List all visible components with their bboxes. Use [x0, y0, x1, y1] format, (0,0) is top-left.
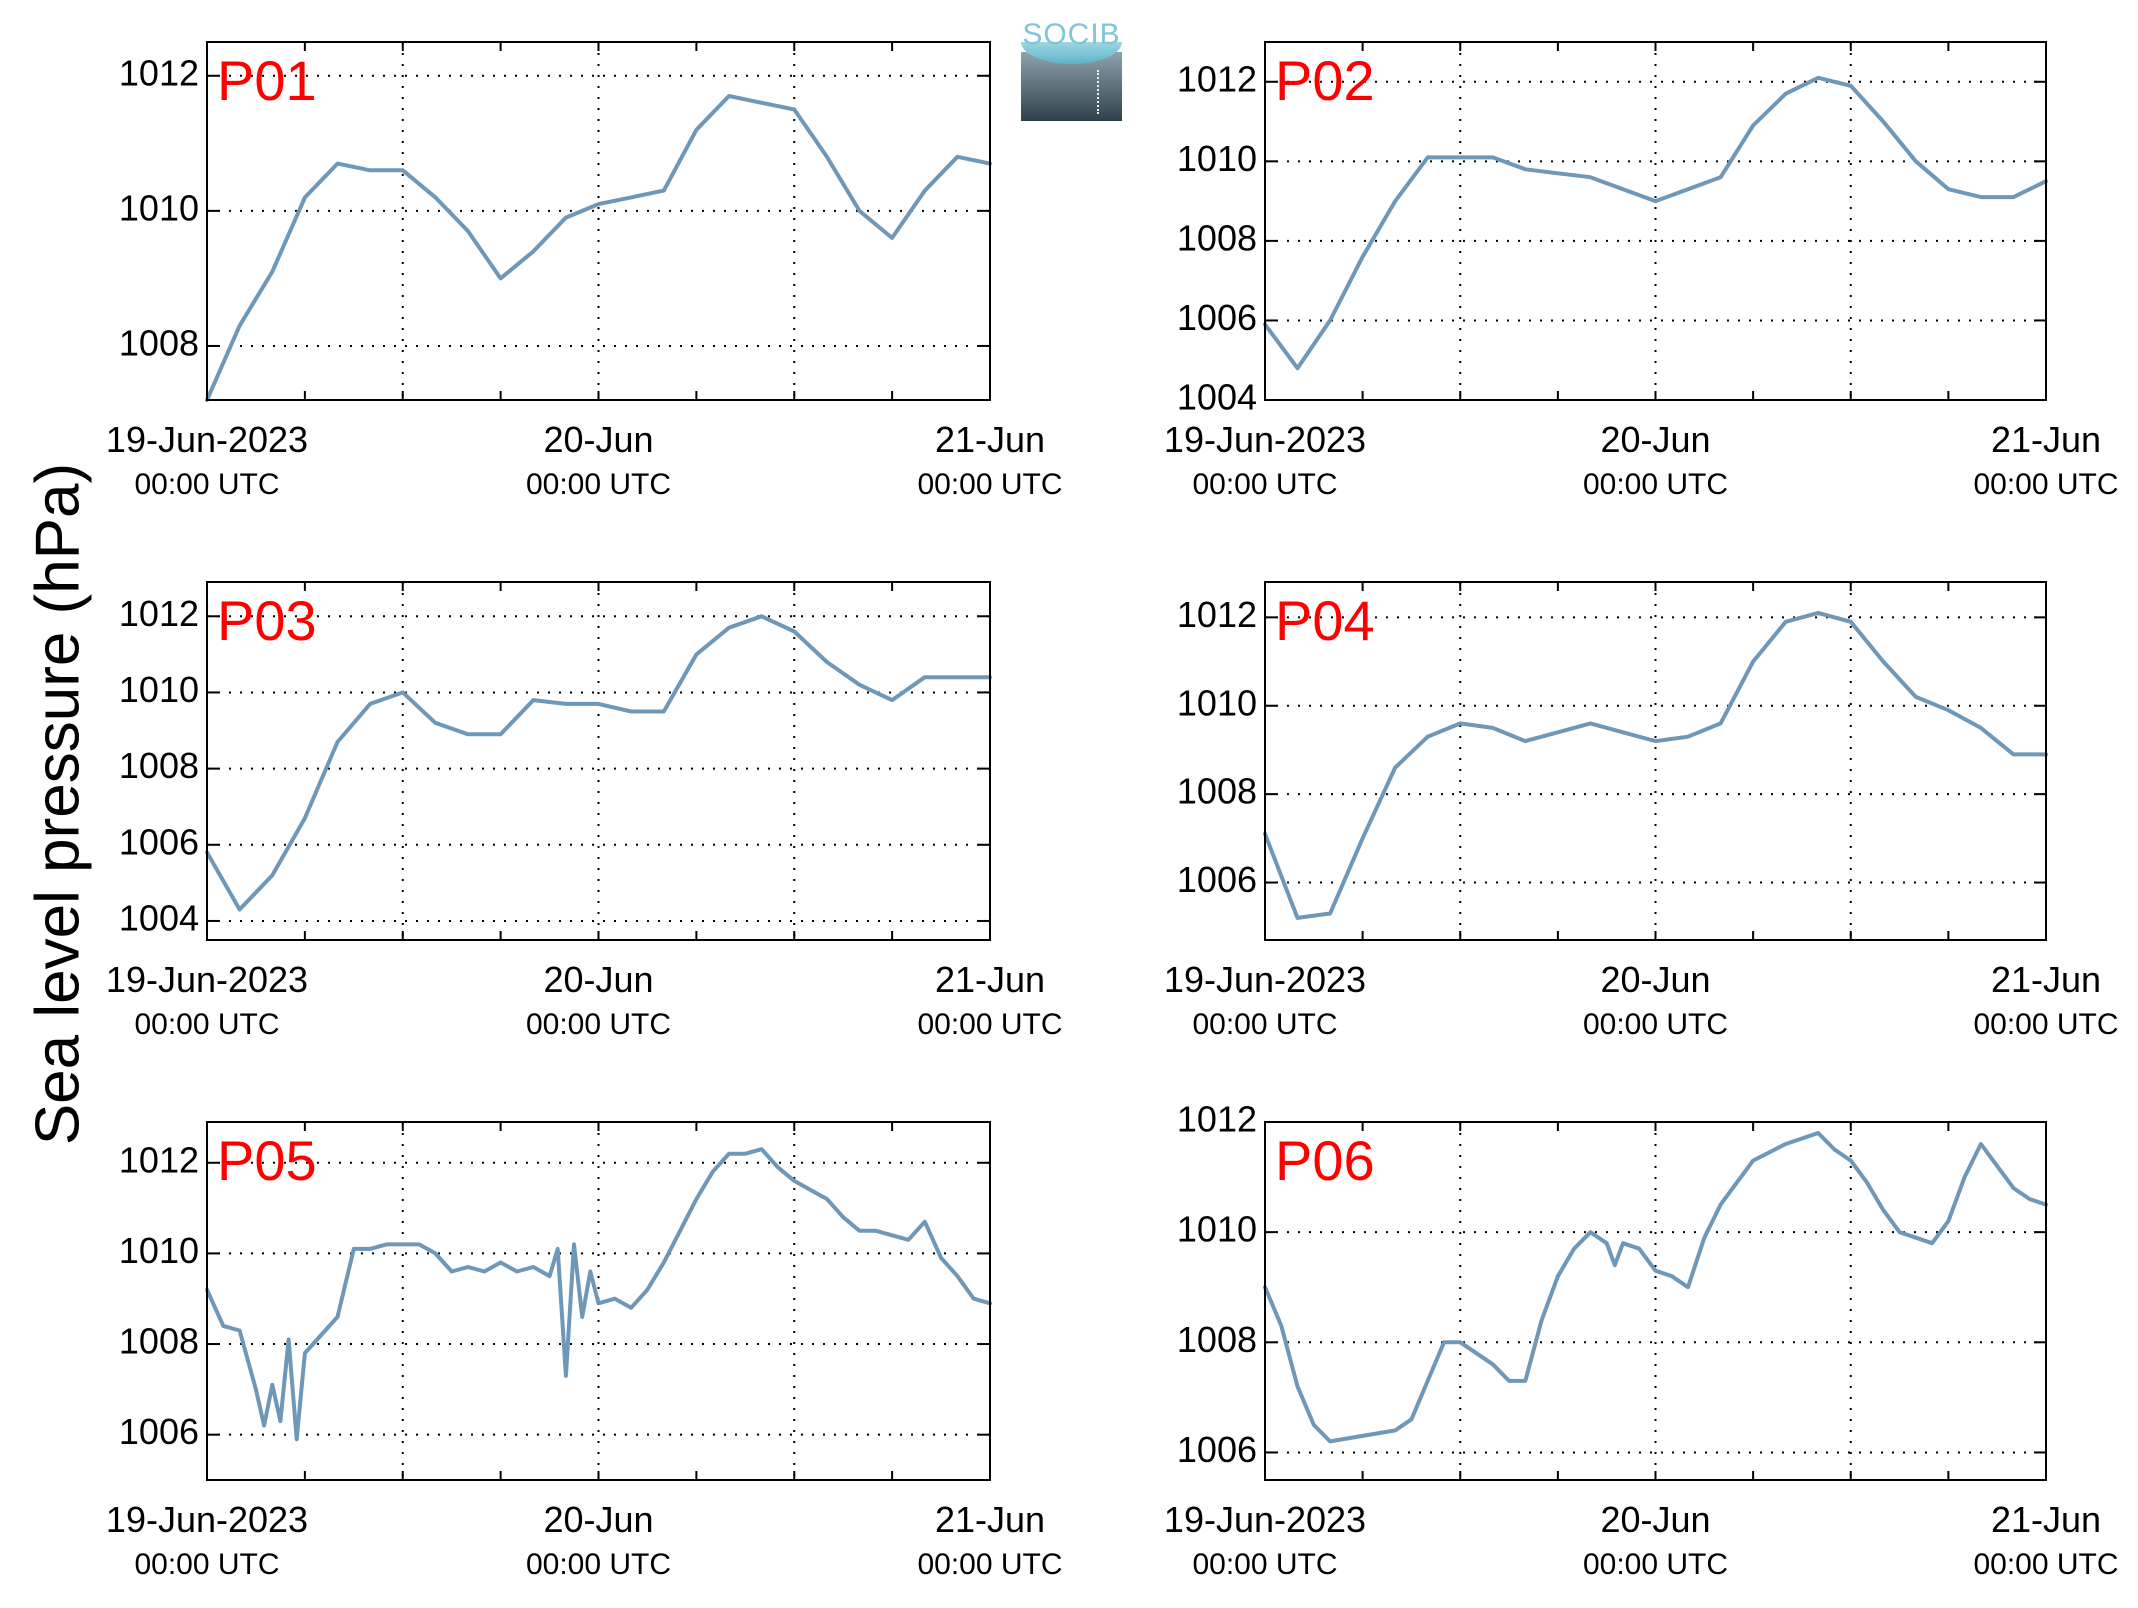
y-tick-label: 1012 [119, 593, 199, 634]
y-tick-label: 1012 [1177, 1099, 1257, 1140]
x-tick-label-date: 19-Jun-2023 [1164, 1499, 1366, 1540]
pressure-series-line [205, 1147, 992, 1442]
x-tick-label-date: 20-Jun [1600, 419, 1710, 460]
x-tick-label-date: 19-Jun-2023 [106, 419, 308, 460]
axes-frame [206, 581, 991, 941]
x-tick-label-time: 00:00 UTC [1973, 1548, 2118, 1581]
y-tick-label: 1008 [1177, 217, 1257, 258]
y-tick-label: 1010 [119, 1230, 199, 1271]
panel-p04: 1006 1008 1010 1012 19-Jun-2023 00:00 UTC 20-J… [1164, 581, 2119, 1041]
x-tick-label-date: 21-Jun [1991, 419, 2101, 460]
logo-dotted-line [1097, 70, 1101, 114]
x-tick-label-time: 00:00 UTC [526, 1548, 671, 1581]
x-tick-label-date: 21-Jun [1991, 1499, 2101, 1540]
x-tick-label-time: 00:00 UTC [526, 468, 671, 501]
y-tick-label: 1008 [119, 745, 199, 786]
y-tick-label: 1010 [1177, 682, 1257, 723]
x-tick-label-date: 19-Jun-2023 [1164, 419, 1366, 460]
x-tick-label-date: 19-Jun-2023 [106, 959, 308, 1000]
x-tick-label-time: 00:00 UTC [917, 1548, 1062, 1581]
y-tick-label: 1010 [119, 669, 199, 710]
x-tick-label-time: 00:00 UTC [1973, 1008, 2118, 1041]
y-tick-label: 1012 [119, 1139, 199, 1180]
x-tick-label-time: 00:00 UTC [1973, 468, 2118, 501]
station-label: P02 [1275, 49, 1375, 112]
x-tick-label-time: 00:00 UTC [1583, 1008, 1728, 1041]
socib-logo: SOCIB [1021, 18, 1122, 121]
y-tick-label: 1006 [1177, 1429, 1257, 1470]
x-tick-label-date: 21-Jun [935, 1499, 1045, 1540]
x-tick-label-time: 00:00 UTC [1192, 1008, 1337, 1041]
x-tick-label-date: 21-Jun [1991, 959, 2101, 1000]
panel-p05: 1006 1008 1010 1012 19-Jun-2023 00:00 UTC 20-J… [106, 1121, 1063, 1581]
panel-p01: 1008 1010 1012 19-Jun-2023 00:00 UTC 20-Jun 00… [106, 41, 1063, 501]
x-tick-label-date: 20-Jun [543, 959, 653, 1000]
y-tick-label: 1012 [1177, 58, 1257, 99]
y-axis-label: Sea level pressure (hPa) [23, 462, 93, 1146]
x-tick-label-date: 20-Jun [1600, 1499, 1710, 1540]
y-tick-label: 1006 [1177, 859, 1257, 900]
axes-frame [1264, 581, 2047, 941]
y-tick-label: 1008 [1177, 771, 1257, 812]
x-tick-label-date: 20-Jun [543, 1499, 653, 1540]
y-tick-label: 1012 [119, 52, 199, 93]
pressure-series-line [205, 614, 992, 912]
station-label: P04 [1275, 589, 1375, 652]
x-tick-label-time: 00:00 UTC [134, 1548, 279, 1581]
x-tick-label-time: 00:00 UTC [917, 1008, 1062, 1041]
x-tick-label-date: 19-Jun-2023 [1164, 959, 1366, 1000]
panel-p06: 1006 1008 1010 1012 19-Jun-2023 00:00 UTC 20-J… [1164, 1099, 2119, 1581]
x-tick-label-time: 00:00 UTC [1192, 468, 1337, 501]
y-tick-label: 1008 [119, 1321, 199, 1362]
x-tick-label-time: 00:00 UTC [917, 468, 1062, 501]
y-tick-label: 1006 [119, 821, 199, 862]
y-tick-label: 1004 [1177, 377, 1257, 418]
y-tick-label: 1008 [1177, 1319, 1257, 1360]
y-tick-label: 1006 [119, 1411, 199, 1452]
y-tick-label: 1012 [1177, 594, 1257, 635]
x-tick-label-time: 00:00 UTC [134, 468, 279, 501]
x-tick-label-date: 19-Jun-2023 [106, 1499, 308, 1540]
pressure-series-line [1263, 1131, 2048, 1444]
x-tick-label-date: 20-Jun [1600, 959, 1710, 1000]
station-label: P06 [1275, 1129, 1375, 1192]
panel-p02: 1004 1006 1008 1010 1012 19-Jun-2023 00:00 UTC… [1164, 41, 2119, 501]
pressure-series-line [205, 94, 992, 402]
y-tick-label: 1006 [1177, 297, 1257, 338]
x-tick-label-time: 00:00 UTC [1583, 468, 1728, 501]
logo-text: SOCIB [1022, 18, 1121, 51]
y-tick-label: 1010 [1177, 138, 1257, 179]
x-tick-label-time: 00:00 UTC [526, 1008, 671, 1041]
station-label: P03 [217, 589, 317, 652]
x-tick-label-time: 00:00 UTC [134, 1008, 279, 1041]
axes-frame [1264, 1121, 2047, 1481]
y-tick-label: 1004 [119, 897, 199, 938]
x-tick-label-date: 21-Jun [935, 959, 1045, 1000]
x-tick-label-time: 00:00 UTC [1583, 1548, 1728, 1581]
panel-p03: 1004 1006 1008 1010 1012 19-Jun-2023 00:00 UTC… [106, 581, 1063, 1041]
logo-wave-icon [1021, 42, 1122, 64]
y-tick-label: 1010 [119, 187, 199, 228]
x-tick-label-date: 21-Jun [935, 419, 1045, 460]
x-tick-label-date: 20-Jun [543, 419, 653, 460]
x-tick-label-time: 00:00 UTC [1192, 1548, 1337, 1581]
pressure-series-line [1263, 75, 2048, 371]
y-tick-label: 1010 [1177, 1209, 1257, 1250]
station-label: P05 [217, 1129, 317, 1192]
y-tick-label: 1008 [119, 322, 199, 363]
station-label: P01 [217, 49, 317, 112]
pressure-series-line [1263, 610, 2048, 920]
